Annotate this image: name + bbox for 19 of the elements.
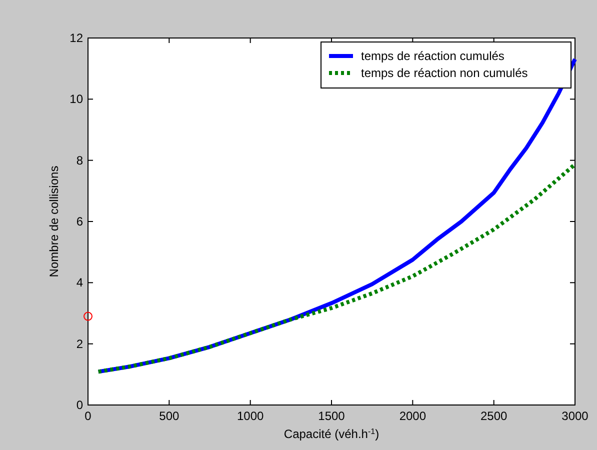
x-tick-label: 2000 xyxy=(399,409,426,423)
x-tick-label: 0 xyxy=(84,409,92,423)
y-tick-label: 6 xyxy=(76,214,84,228)
y-tick-label: 10 xyxy=(70,92,84,106)
x-tick-label: 500 xyxy=(159,409,180,423)
y-tick-label: 2 xyxy=(76,336,84,351)
legend-label: temps de réaction non cumulés xyxy=(361,66,528,80)
line-series xyxy=(96,162,577,374)
x-tick-label: 2500 xyxy=(480,409,508,423)
x-tick-label: 1500 xyxy=(318,409,346,423)
legend-label: temps de réaction cumulés xyxy=(361,49,504,63)
y-tick-label: 4 xyxy=(76,276,84,290)
y-tick-label: 0 xyxy=(76,398,84,412)
x-tick-label: 1000 xyxy=(236,409,264,423)
y-axis-title: Nombre de collisions xyxy=(47,166,61,278)
y-tick-label: 8 xyxy=(76,153,84,168)
y-tick-label: 12 xyxy=(70,31,84,45)
x-tick-label: 3000 xyxy=(562,409,589,423)
x-axis-title: Capacité (véh.h$^{-1}$) xyxy=(284,426,380,441)
